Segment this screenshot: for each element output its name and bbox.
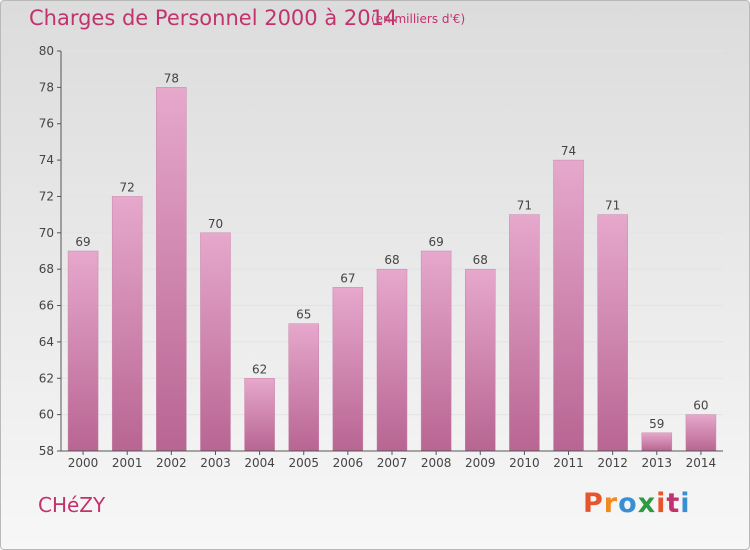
logo-letter: i bbox=[680, 488, 691, 519]
bar-value-label: 65 bbox=[296, 308, 311, 322]
chart-unit-label: (en milliers d'€) bbox=[371, 12, 466, 26]
x-tick-label: 2004 bbox=[244, 456, 275, 470]
logo-letter: P bbox=[583, 488, 604, 519]
y-tick-label: 78 bbox=[39, 80, 54, 94]
bar-value-label: 71 bbox=[517, 199, 532, 213]
y-tick-label: 64 bbox=[39, 335, 54, 349]
x-tick-label: 2002 bbox=[156, 456, 187, 470]
bar bbox=[597, 214, 628, 452]
y-tick-label: 58 bbox=[39, 444, 54, 458]
bar-value-label: 59 bbox=[649, 417, 664, 431]
x-tick-label: 2014 bbox=[686, 456, 717, 470]
bar-value-label: 70 bbox=[208, 217, 223, 231]
bar bbox=[553, 159, 584, 452]
bar bbox=[200, 232, 231, 452]
bar bbox=[641, 432, 673, 452]
bar-value-label: 68 bbox=[473, 253, 488, 267]
x-tick-label: 2001 bbox=[112, 456, 143, 470]
logo-letter: x bbox=[637, 488, 657, 519]
bar-value-label: 67 bbox=[340, 271, 355, 285]
bar-value-label: 68 bbox=[384, 253, 399, 267]
y-tick-label: 80 bbox=[39, 44, 54, 58]
bar bbox=[111, 196, 143, 452]
x-tick-label: 2008 bbox=[421, 456, 452, 470]
bar-value-label: 69 bbox=[428, 235, 443, 249]
bar bbox=[156, 87, 187, 452]
bar-value-label: 74 bbox=[561, 144, 576, 158]
logo-letter: r bbox=[603, 488, 619, 519]
x-tick-label: 2006 bbox=[333, 456, 364, 470]
x-tick-label: 2000 bbox=[68, 456, 99, 470]
x-tick-label: 2012 bbox=[597, 456, 628, 470]
bar bbox=[244, 378, 275, 452]
logo-letter: o bbox=[618, 488, 638, 519]
bar bbox=[67, 250, 99, 452]
chart-title: Charges de Personnel 2000 à 2014 bbox=[29, 6, 398, 30]
bar bbox=[288, 323, 319, 452]
y-tick-label: 70 bbox=[39, 226, 54, 240]
x-tick-label: 2013 bbox=[642, 456, 673, 470]
bar bbox=[332, 287, 364, 452]
bar bbox=[685, 414, 717, 452]
bar bbox=[509, 214, 540, 452]
x-tick-label: 2003 bbox=[200, 456, 231, 470]
bar-value-label: 62 bbox=[252, 362, 267, 376]
logo-letter: i bbox=[656, 488, 667, 519]
x-tick-label: 2011 bbox=[553, 456, 584, 470]
y-tick-label: 72 bbox=[39, 189, 54, 203]
x-tick-label: 2009 bbox=[465, 456, 496, 470]
y-tick-label: 74 bbox=[39, 153, 54, 167]
bar bbox=[465, 268, 496, 452]
x-tick-label: 2010 bbox=[509, 456, 540, 470]
y-tick-label: 68 bbox=[39, 262, 54, 276]
bar-value-label: 69 bbox=[75, 235, 90, 249]
y-tick-label: 66 bbox=[39, 299, 54, 313]
bar bbox=[420, 250, 452, 452]
logo-letter: t bbox=[666, 488, 681, 519]
commune-name: CHéZY bbox=[38, 493, 106, 517]
bar-value-label: 72 bbox=[120, 180, 135, 194]
bar-value-label: 78 bbox=[164, 71, 179, 85]
y-tick-label: 76 bbox=[39, 117, 54, 131]
y-tick-label: 62 bbox=[39, 371, 54, 385]
x-tick-label: 2007 bbox=[377, 456, 408, 470]
y-tick-label: 60 bbox=[39, 408, 54, 422]
bar-value-label: 60 bbox=[693, 399, 708, 413]
x-tick-label: 2005 bbox=[288, 456, 319, 470]
bar-value-label: 71 bbox=[605, 199, 620, 213]
bar bbox=[376, 268, 408, 452]
proxiti-logo[interactable]: Proxiti bbox=[583, 488, 691, 519]
